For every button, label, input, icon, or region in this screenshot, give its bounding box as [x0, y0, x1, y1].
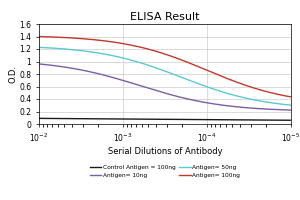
Control Antigen = 100ng	[137, 118, 141, 120]
Antigen= 100ng	[219, 75, 223, 77]
Antigen= 10ng	[37, 63, 41, 65]
Antigen= 10ng	[220, 104, 224, 106]
Legend: Control Antigen = 100ng, Antigen= 10ng, Antigen= 50ng, Antigen= 100ng: Control Antigen = 100ng, Antigen= 10ng, …	[90, 165, 240, 178]
Antigen= 50ng	[220, 91, 224, 93]
Antigen= 50ng	[119, 56, 123, 59]
Control Antigen = 100ng	[119, 118, 123, 120]
Antigen= 50ng	[219, 90, 223, 93]
Control Antigen = 100ng	[220, 119, 224, 121]
Antigen= 10ng	[289, 109, 293, 111]
Control Antigen = 100ng	[196, 118, 199, 121]
Antigen= 50ng	[196, 82, 199, 85]
Antigen= 100ng	[68, 37, 71, 39]
Control Antigen = 100ng	[37, 117, 41, 120]
Antigen= 100ng	[119, 42, 123, 44]
Antigen= 50ng	[289, 104, 293, 106]
Antigen= 50ng	[37, 46, 41, 49]
Control Antigen = 100ng	[289, 119, 293, 121]
Antigen= 100ng	[37, 35, 41, 38]
Line: Control Antigen = 100ng: Control Antigen = 100ng	[39, 118, 291, 120]
Antigen= 10ng	[68, 67, 71, 69]
Antigen= 10ng	[137, 84, 141, 86]
X-axis label: Serial Dilutions of Antibody: Serial Dilutions of Antibody	[108, 147, 222, 156]
Line: Antigen= 100ng: Antigen= 100ng	[39, 37, 291, 97]
Control Antigen = 100ng	[68, 117, 71, 120]
Antigen= 10ng	[196, 100, 199, 102]
Antigen= 100ng	[220, 75, 224, 78]
Antigen= 10ng	[219, 104, 223, 106]
Line: Antigen= 10ng: Antigen= 10ng	[39, 64, 291, 110]
Antigen= 50ng	[68, 48, 71, 51]
Antigen= 10ng	[119, 79, 123, 81]
Line: Antigen= 50ng: Antigen= 50ng	[39, 47, 291, 105]
Antigen= 50ng	[137, 61, 141, 63]
Antigen= 100ng	[137, 46, 141, 48]
Control Antigen = 100ng	[219, 119, 223, 121]
Antigen= 100ng	[289, 96, 293, 98]
Title: ELISA Result: ELISA Result	[130, 12, 200, 22]
Antigen= 100ng	[196, 65, 199, 68]
Y-axis label: O.D.: O.D.	[9, 65, 18, 83]
